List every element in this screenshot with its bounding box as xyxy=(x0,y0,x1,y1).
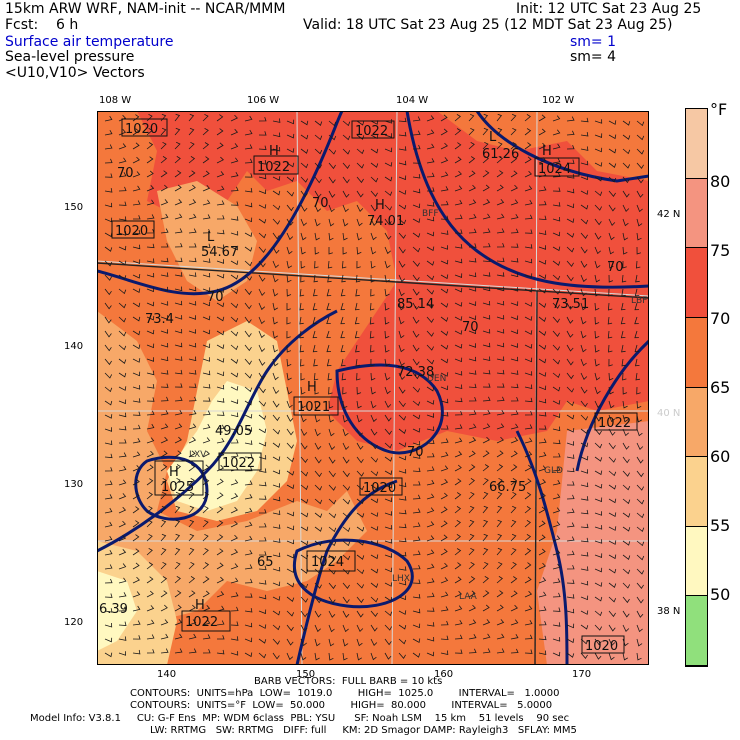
temp-contour-label: 70 xyxy=(117,166,134,181)
footer-pressure-contours: CONTOURS: UNITS=hPa LOW= 1019.0 HIGH= 10… xyxy=(130,688,560,699)
grid-y-label: 140 xyxy=(64,341,84,352)
grid-y-label: 120 xyxy=(64,617,84,628)
temp-contour-label: 65 xyxy=(257,555,274,570)
pressure-box-label: 1020 xyxy=(115,224,148,239)
colorbar-segment xyxy=(686,596,707,666)
footer-model-info: Model Info: V3.8.1 CU: G-F Ens MP: WDM 6… xyxy=(30,713,570,724)
temp-contour-label: 70 xyxy=(607,260,624,275)
footer-physics-info: LW: RRTMG SW: RRTMG DIFF: full KM: 2D Sm… xyxy=(150,725,577,736)
temp-contour-label: 70 xyxy=(207,290,224,305)
wind-barb-field xyxy=(104,113,645,661)
low-letter: L xyxy=(489,130,497,145)
high-letter: H xyxy=(195,598,205,613)
pressure-box-label: 1022 xyxy=(222,456,255,471)
temp-value: 49.05 xyxy=(215,424,252,439)
high-value: 1024 xyxy=(311,555,344,570)
grid-x-label: 140 xyxy=(157,669,177,680)
high-letter: H xyxy=(375,198,385,213)
temp-value: 66.75 xyxy=(489,480,526,495)
model-title: 15km ARW WRF, NAM-init -- NCAR/MMM xyxy=(5,1,286,17)
temp-value: 73.51 xyxy=(552,297,589,312)
grid-x-label: 150 xyxy=(296,669,316,680)
lon-label: 102 W xyxy=(542,95,575,106)
high-letter: H xyxy=(542,144,552,159)
city-label: GLD xyxy=(544,466,563,476)
pressure-contours xyxy=(97,111,649,665)
field-vectors: <U10,V10> Vectors xyxy=(5,65,145,81)
temp-value: 72.38 xyxy=(397,365,434,380)
high-value: 1021 xyxy=(297,400,330,415)
temp-contour-label: 70 xyxy=(407,445,424,460)
temp-fill-55-60-sw xyxy=(97,571,137,651)
footer-barb-info: BARB VECTORS: FULL BARB = 10 kts xyxy=(254,676,443,687)
colorbar-segment xyxy=(686,387,707,458)
high-value: 1024 xyxy=(538,162,571,177)
city-label: LAA xyxy=(459,592,478,602)
colorbar-label: 65 xyxy=(710,378,731,397)
high-value: 1025 xyxy=(161,480,194,495)
temp-contour-label: 70 xyxy=(312,196,329,211)
lon-label: 108 W xyxy=(99,95,132,106)
footer-temp-contours: CONTOURS: UNITS=°F LOW= 50.000 HIGH= 80.… xyxy=(130,700,553,711)
temperature-colorbar xyxy=(685,108,708,667)
wind-vectors xyxy=(104,113,645,661)
grid-y-label: 130 xyxy=(64,479,84,490)
city-label: DEN xyxy=(427,374,446,384)
temp-value: 6.39 xyxy=(99,602,128,617)
temp-value: 54.67 xyxy=(201,245,238,260)
lat-label: 42 N xyxy=(657,209,681,220)
colorbar-segment xyxy=(686,109,707,179)
colorbar-segment xyxy=(686,248,707,318)
pressure-box-label: 1020 xyxy=(585,639,618,654)
temp-value: 61.26 xyxy=(482,147,519,162)
init-time: Init: 12 UTC Sat 23 Aug 25 xyxy=(516,1,702,17)
colorbar-label: 70 xyxy=(710,309,731,328)
colorbar-segment xyxy=(686,457,707,527)
temp-value: 73.4 xyxy=(145,312,174,327)
lat-label: 38 N xyxy=(657,606,681,617)
colorbar-segment xyxy=(686,526,707,597)
city-label: LBF xyxy=(631,296,647,306)
colorbar-segment xyxy=(686,317,707,388)
city-label: BFF xyxy=(422,209,439,219)
valid-time: Valid: 18 UTC Sat 23 Aug 25 (12 MDT Sat … xyxy=(303,17,673,33)
colorbar-unit: °F xyxy=(710,100,728,119)
colorbar-label: 55 xyxy=(710,516,731,535)
pressure-box-label: 1020 xyxy=(125,122,158,137)
high-letter: H xyxy=(169,465,179,480)
lon-label: 106 W xyxy=(247,95,280,106)
pressure-box-label: 1022 xyxy=(598,416,631,431)
high-value: 1022 xyxy=(185,615,218,630)
grid-y-label: 150 xyxy=(64,202,84,213)
colorbar-label: 80 xyxy=(710,172,731,191)
colorbar-segment xyxy=(686,178,707,249)
pressure-box-label: 1020 xyxy=(363,481,396,496)
temp-value: 74.01 xyxy=(367,214,404,229)
forecast-hour: Fcst: 6 h xyxy=(5,17,79,33)
colorbar-label: 50 xyxy=(710,585,731,604)
field-temperature-smooth: sm= 1 xyxy=(570,34,617,50)
temp-fill-55-60 xyxy=(167,381,267,511)
temp-contour-label: 70 xyxy=(462,320,479,335)
colorbar-label: 75 xyxy=(710,241,731,260)
high-value: 1022 xyxy=(257,160,290,175)
high-letter: H xyxy=(307,380,317,395)
low-letter: L xyxy=(207,230,215,245)
field-temperature: Surface air temperature xyxy=(5,34,174,50)
grid-x-label: 160 xyxy=(434,669,454,680)
lat-label: 40 N xyxy=(657,408,681,419)
field-pressure: Sea-level pressure xyxy=(5,49,135,65)
weather-map: 1020 1022 H 1022 H 1024 L 61.26 H 74.01 … xyxy=(97,111,649,665)
high-letter: H xyxy=(269,144,279,159)
city-label: LHX xyxy=(392,574,410,584)
colorbar-label: 60 xyxy=(710,447,731,466)
field-pressure-smooth: sm= 4 xyxy=(570,49,617,65)
temp-value: 85.14 xyxy=(397,297,434,312)
lon-label: 104 W xyxy=(396,95,429,106)
city-label: LXV xyxy=(189,450,207,460)
grid-x-label: 170 xyxy=(572,669,592,680)
pressure-box-label: 1022 xyxy=(355,124,388,139)
